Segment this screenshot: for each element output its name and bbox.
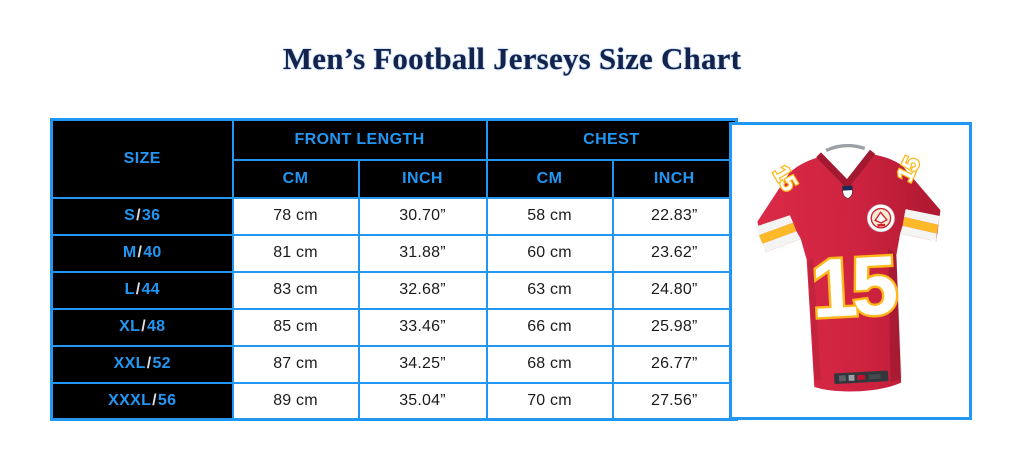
subheader-chest-inch: INCH [611,158,738,199]
value-chest-inch: 22.83” [611,196,738,236]
jock-tag [833,370,888,384]
value-chest-cm: 63 cm [485,270,614,310]
nike-swoosh-icon [919,239,936,248]
value-chest-inch: 23.62” [611,233,738,273]
value-front-length-cm: 87 cm [231,344,360,384]
column-header-front-length: FRONT LENGTH [231,118,488,161]
value-chest-cm: 60 cm [485,233,614,273]
value-front-length-cm: 85 cm [231,307,360,347]
value-chest-inch: 25.98” [611,307,738,347]
size-label: XXL/52 [50,344,234,384]
header-group-row: SIZE FRONT LENGTH CHEST [50,118,738,199]
value-front-length-inch: 35.04” [357,381,488,421]
table-row: L/44 83 cm 32.68” 63 cm 24.80” [50,270,738,310]
chest-number: 15 [808,238,897,335]
sleeve-stripes-right [899,209,940,242]
jersey-illustration: 15 15 15 [755,143,940,392]
table-row: XL/48 85 cm 33.46” 66 cm 25.98” [50,307,738,347]
value-front-length-inch: 30.70” [357,196,488,236]
table-row: XXL/52 87 cm 34.25” 68 cm 26.77” [50,344,738,384]
size-label: XXXL/56 [50,381,234,421]
column-header-size: SIZE [50,118,234,199]
table-row: S/36 78 cm 30.70” 58 cm 22.83” [50,196,738,236]
size-label: S/36 [50,196,234,236]
nfl-shield-icon [841,185,853,199]
value-front-length-cm: 81 cm [231,233,360,273]
value-chest-inch: 27.56” [611,381,738,421]
header-unit-row: CM INCH CM INCH [52,158,738,199]
value-front-length-cm: 78 cm [231,196,360,236]
jersey-collar [815,149,875,188]
value-chest-cm: 58 cm [485,196,614,236]
value-front-length-inch: 32.68” [357,270,488,310]
value-chest-inch: 26.77” [611,344,738,384]
table-row: M/40 81 cm 31.88” 60 cm 23.62” [50,233,738,273]
value-chest-inch: 24.80” [611,270,738,310]
value-front-length-cm: 83 cm [231,270,360,310]
subheader-front-cm: CM [231,158,360,199]
value-front-length-cm: 89 cm [231,381,360,421]
subheader-front-inch: INCH [357,158,488,199]
sleeve-stripes-left [755,215,801,253]
value-front-length-inch: 31.88” [357,233,488,273]
value-front-length-inch: 34.25” [357,344,488,384]
size-label: L/44 [50,270,234,310]
value-chest-cm: 70 cm [485,381,614,421]
value-chest-cm: 68 cm [485,344,614,384]
subheader-chest-cm: CM [485,158,614,199]
value-chest-cm: 66 cm [485,307,614,347]
size-table-body: S/36 78 cm 30.70” 58 cm 22.83” M/40 81 cm 31.88… [50,196,738,421]
size-label: M/40 [50,233,234,273]
collar-back-trim [824,143,865,152]
value-front-length-inch: 33.46” [357,307,488,347]
jersey-product-image: 15 15 15 [729,122,972,420]
page-title: Men’s Football Jerseys Size Chart [282,41,742,76]
size-chart-table: SIZE FRONT LENGTH CHEST CM INCH CM INCH … [50,118,739,421]
table-row: XXXL/56 89 cm 35.04” 70 cm 27.56” [50,381,738,421]
column-header-chest: CHEST [485,118,738,161]
team-patch-icon [866,204,895,233]
size-label: XL/48 [50,307,234,347]
jersey-body [756,153,940,392]
